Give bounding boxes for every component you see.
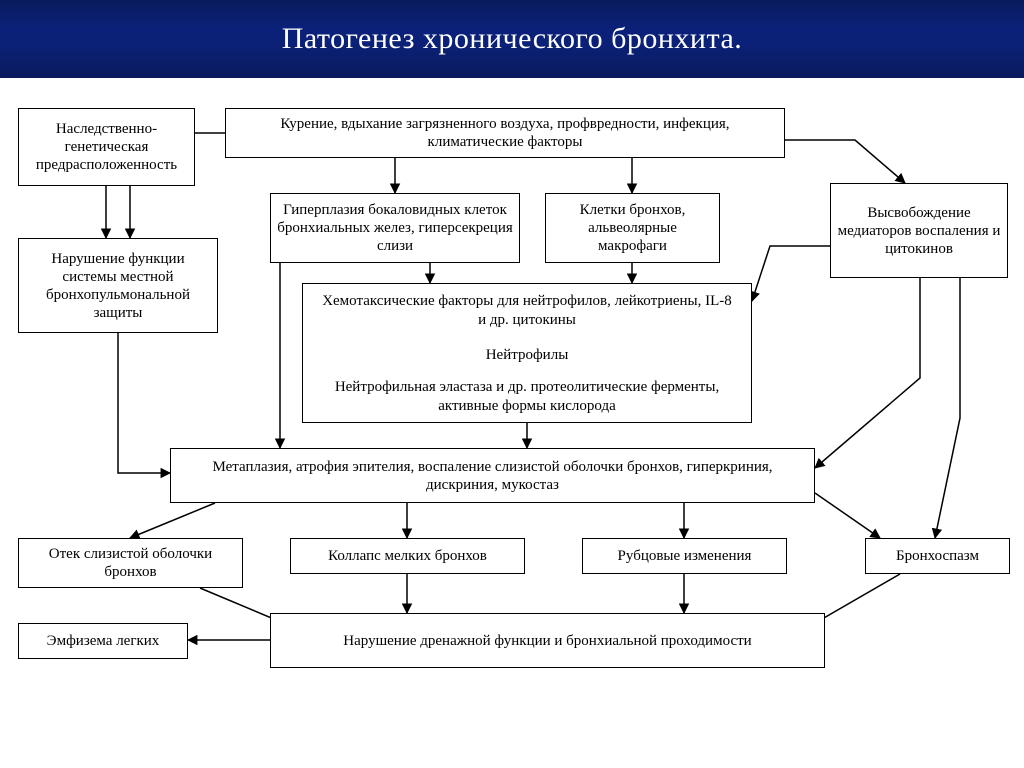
flowchart-node-hered: Наследственно-генетическая предрасположе… bbox=[18, 108, 195, 186]
flowchart-node-edema: Отек слизистой оболочки бронхов bbox=[18, 538, 243, 588]
flowchart-node-metapl: Метаплазия, атрофия эпителия, воспаление… bbox=[170, 448, 815, 503]
flowchart-edge bbox=[815, 493, 880, 538]
flowchart-edge bbox=[118, 333, 170, 473]
flowchart-node-defense: Нарушение функции системы местной бронхо… bbox=[18, 238, 218, 333]
flowchart-node-hyper: Гиперплазия бокаловидных клеток бронхиал… bbox=[270, 193, 520, 263]
slide-title: Патогенез хронического бронхита. bbox=[282, 22, 743, 56]
flowchart-node-collapse: Коллапс мелких бронхов bbox=[290, 538, 525, 574]
flowchart-edge bbox=[935, 278, 960, 538]
flowchart-inner-text-0: Хемотаксические факторы для нейтрофилов,… bbox=[322, 292, 732, 330]
flowchart-node-emphys: Эмфизема легких bbox=[18, 623, 188, 659]
flowchart-node-smoke: Курение, вдыхание загрязненного воздуха,… bbox=[225, 108, 785, 158]
title-bar: Патогенез хронического бронхита. bbox=[0, 0, 1024, 78]
flowchart-node-mediat: Высвобождение медиаторов воспаления и ци… bbox=[830, 183, 1008, 278]
flowchart-node-drain: Нарушение дренажной функции и бронхиальн… bbox=[270, 613, 825, 668]
flowchart-node-spasm: Бронхоспазм bbox=[865, 538, 1010, 574]
flowchart-edge bbox=[130, 503, 215, 538]
flowchart-edge bbox=[785, 140, 905, 183]
flowchart-node-cells: Клетки бронхов, альвеолярные макрофаги bbox=[545, 193, 720, 263]
flowchart-edge bbox=[752, 246, 830, 301]
flowchart-edge bbox=[815, 278, 920, 468]
flowchart-inner-text-2: Нейтрофильная эластаза и др. протеолитич… bbox=[322, 378, 732, 416]
flowchart-inner-text-1: Нейтрофилы bbox=[322, 346, 732, 365]
slide: Патогенез хронического бронхита. Наследс… bbox=[0, 0, 1024, 768]
flowchart-diagram: Наследственно-генетическая предрасположе… bbox=[0, 78, 1024, 768]
flowchart-node-scar: Рубцовые изменения bbox=[582, 538, 787, 574]
